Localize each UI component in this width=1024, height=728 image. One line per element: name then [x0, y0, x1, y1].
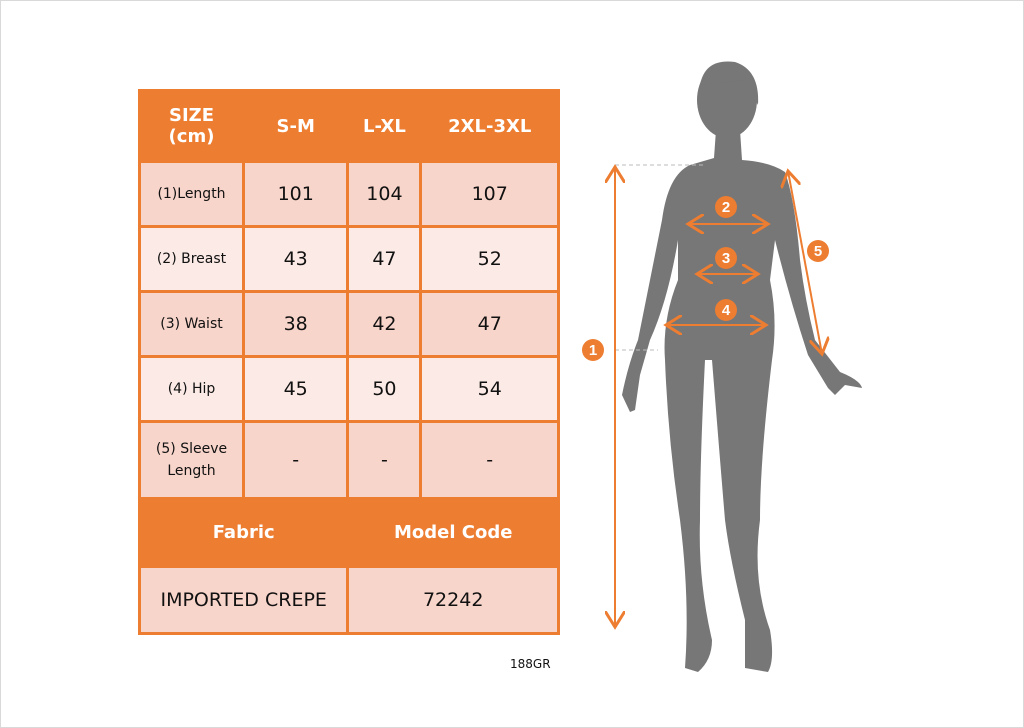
cell: -: [419, 420, 560, 500]
weight-note: 188GR: [510, 657, 551, 671]
header-lxl: L-XL: [346, 89, 423, 163]
cell: 42: [346, 290, 423, 358]
header-size: SIZE (cm): [138, 89, 245, 163]
header-sm: S-M: [241, 89, 350, 163]
row-label: (1)Length: [138, 160, 245, 228]
marker-2: 2: [722, 199, 730, 216]
size-chart-table: SIZE (cm) S-M L-XL 2XL-3XL (1)Length 101 10…: [137, 89, 560, 635]
table-row: (2) Breast 43 47 52: [138, 225, 560, 293]
header-2xl3xl: 2XL-3XL: [419, 89, 560, 163]
footer-header-row: Fabric Model Code: [137, 497, 560, 568]
table-row: (3) Waist 38 42 47: [138, 290, 560, 358]
table-row: (4) Hip 45 50 54: [138, 355, 560, 423]
header-size-line1: SIZE: [168, 105, 214, 126]
table-row: (5) Sleeve Length - - -: [138, 420, 560, 500]
cell: 50: [346, 355, 423, 423]
marker-3: 3: [722, 250, 730, 267]
marker-5: 5: [814, 243, 822, 260]
cell: 47: [419, 290, 560, 358]
measure-arrows: [615, 167, 822, 627]
fabric-header: Fabric: [137, 497, 350, 568]
cell: 54: [419, 355, 560, 423]
table-header-row: SIZE (cm) S-M L-XL 2XL-3XL: [138, 89, 560, 163]
cell: 47: [346, 225, 423, 293]
model-code-value: 72242: [346, 565, 560, 635]
table-row: (1)Length 101 104 107: [138, 160, 560, 228]
cell: 104: [346, 160, 423, 228]
cell: 52: [419, 225, 560, 293]
woman-silhouette: [622, 61, 862, 672]
cell: 107: [419, 160, 560, 228]
footer-value-row: IMPORTED CREPE 72242: [137, 565, 560, 635]
row-label: (2) Breast: [138, 225, 245, 293]
cell: 101: [241, 160, 350, 228]
cell: 38: [241, 290, 350, 358]
sleeve-arrow: [788, 171, 822, 354]
marker-4: 4: [722, 302, 731, 319]
row-label: (5) Sleeve Length: [138, 420, 245, 500]
cell: -: [241, 420, 350, 500]
header-size-line2: (cm): [168, 126, 215, 147]
row-label: (3) Waist: [138, 290, 245, 358]
marker-1: 1: [589, 342, 597, 359]
cell: 45: [241, 355, 350, 423]
row-label: (4) Hip: [138, 355, 245, 423]
cell: 43: [241, 225, 350, 293]
cell: -: [346, 420, 423, 500]
fabric-value: IMPORTED CREPE: [137, 565, 350, 635]
model-code-header: Model Code: [346, 497, 560, 568]
